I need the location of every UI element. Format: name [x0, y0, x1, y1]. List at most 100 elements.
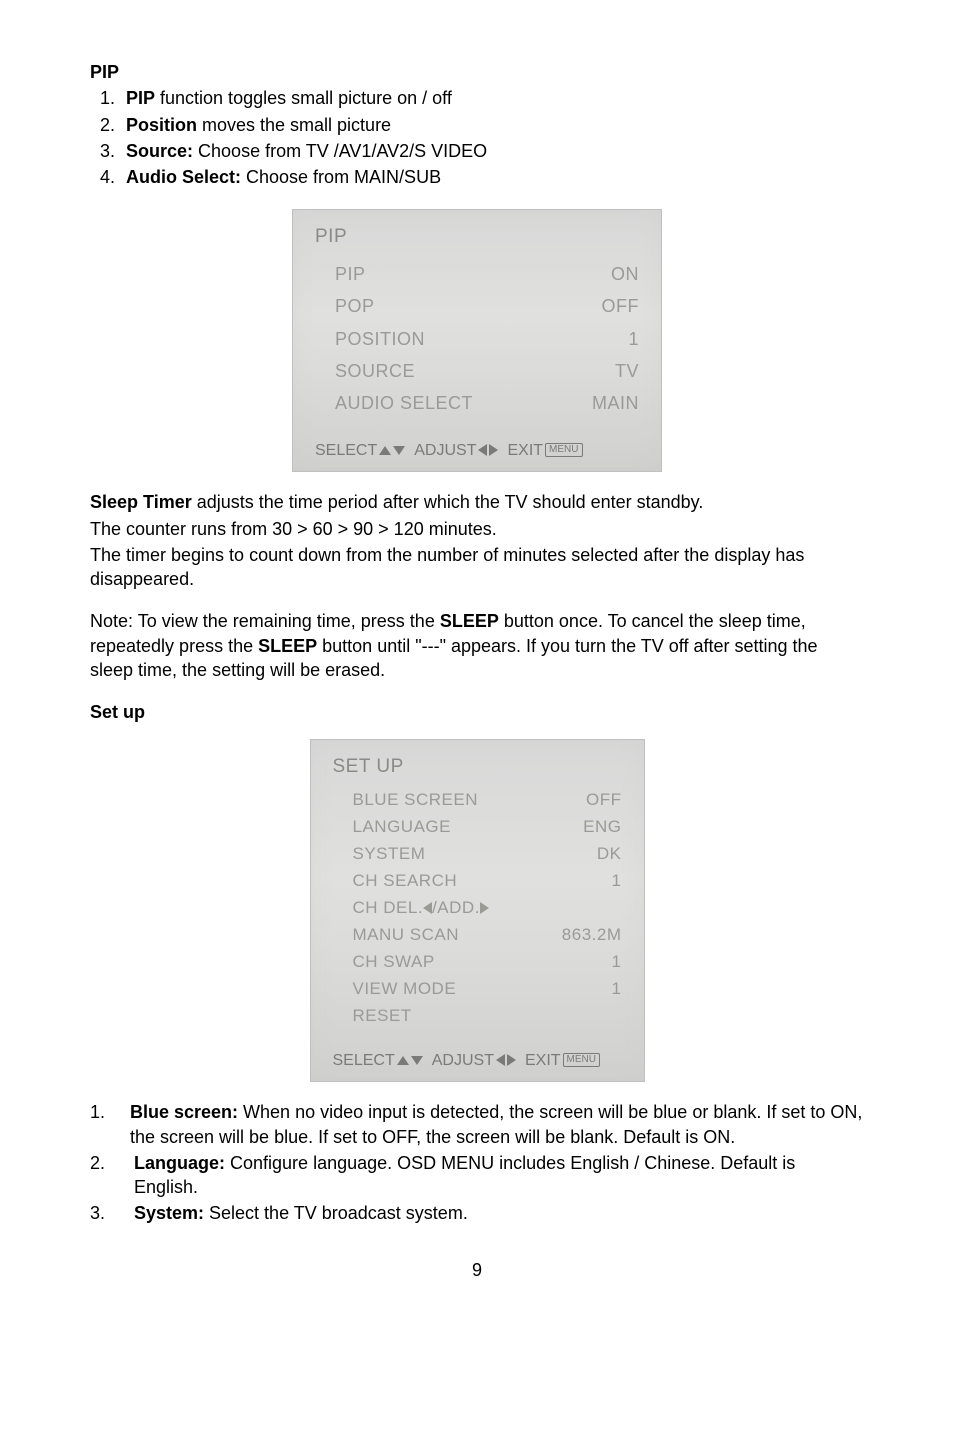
osd-value: OFF — [602, 294, 640, 318]
pip-heading: PIP — [90, 60, 864, 84]
triangle-up-icon — [397, 1056, 409, 1065]
triangle-right-icon — [507, 1054, 516, 1066]
item-content: System: Select the TV broadcast system. — [120, 1201, 864, 1225]
item-bold: PIP — [126, 88, 155, 108]
osd-value: ENG — [583, 816, 621, 839]
osd-row-chdel: CH DEL./ADD. — [333, 895, 622, 922]
item-rest: Choose from MAIN/SUB — [241, 167, 441, 187]
osd-title: PIP — [315, 224, 639, 250]
triangle-down-icon — [411, 1056, 423, 1065]
item-content: PIP function toggles small picture on / … — [126, 86, 864, 110]
triangle-left-icon — [423, 902, 432, 914]
list-item: 3. System: Select the TV broadcast syste… — [90, 1201, 864, 1225]
osd-footer: SELECT ADJUST EXITMENU — [333, 1046, 622, 1072]
menu-badge-icon: MENU — [563, 1053, 600, 1067]
osd-row: LANGUAGE ENG — [333, 814, 622, 841]
item-bold: Audio Select: — [126, 167, 241, 187]
note-bold: SLEEP — [440, 611, 499, 631]
osd-label: PIP — [335, 262, 366, 286]
osd-label: SYSTEM — [353, 843, 426, 866]
item-rest: moves the small picture — [197, 115, 391, 135]
note-text: Note: To view the remaining time, press … — [90, 611, 440, 631]
osd-footer: SELECT ADJUST EXITMENU — [315, 436, 639, 462]
osd-label: LANGUAGE — [353, 816, 451, 839]
osd-label: CH DEL./ADD. — [353, 897, 489, 920]
osd-row: POP OFF — [315, 290, 639, 322]
footer-adjust: ADJUST — [414, 440, 476, 462]
osd-row: AUDIO SELECTMAIN — [315, 387, 639, 419]
item-bold: System: — [134, 1203, 204, 1223]
item-content: Source: Choose from TV /AV1/AV2/S VIDEO — [126, 139, 864, 163]
sleep-timer-block: Sleep Timer adjusts the time period afte… — [90, 490, 864, 591]
osd-value: OFF — [586, 789, 622, 812]
item-num: 2. — [100, 113, 126, 137]
item-content: Blue screen: When no video input is dete… — [120, 1100, 864, 1149]
osd-row: POSITION 1 — [315, 323, 639, 355]
item-num: 4. — [100, 165, 126, 189]
footer-select: SELECT — [315, 440, 377, 462]
item-num: 3. — [90, 1201, 120, 1225]
osd-value: TV — [615, 359, 639, 383]
osd-title: SET UP — [333, 754, 622, 780]
osd-label: AUDIO SELECT — [335, 391, 473, 415]
footer-exit: EXIT — [507, 440, 543, 462]
triangle-down-icon — [393, 446, 405, 455]
setup-description-list: 1. Blue screen: When no video input is d… — [90, 1100, 864, 1225]
triangle-left-icon — [478, 444, 487, 456]
pip-osd-menu: PIP PIP ON POP OFF POSITION 1 SOURCETV AUDI… — [292, 209, 662, 472]
osd-row: SYSTEM DK — [333, 841, 622, 868]
osd-value: 863.2M — [562, 924, 622, 947]
sleep-timer-rest: adjusts the time period after which the … — [192, 492, 704, 512]
item-num: 2. — [90, 1151, 120, 1200]
item-bold: Position — [126, 115, 197, 135]
osd-row: MANU SCAN 863.2M — [333, 922, 622, 949]
item-rest: Configure language. OSD MENU includes En… — [134, 1153, 795, 1197]
osd-value: 1 — [612, 951, 622, 974]
menu-badge-icon: MENU — [545, 443, 582, 457]
osd-label: CH SEARCH — [353, 870, 458, 893]
sleep-timer-note: Note: To view the remaining time, press … — [90, 609, 864, 682]
item-num: 3. — [100, 139, 126, 163]
item-bold: Language: — [134, 1153, 225, 1173]
osd-value: 1 — [628, 327, 639, 351]
pip-description-list: 1. PIP function toggles small picture on… — [100, 86, 864, 189]
item-content: Position moves the small picture — [126, 113, 864, 137]
note-bold: SLEEP — [258, 636, 317, 656]
osd-row: SOURCETV — [315, 355, 639, 387]
osd-row: BLUE SCREENOFF — [333, 787, 622, 814]
osd-label: POP — [335, 294, 375, 318]
item-rest: Select the TV broadcast system. — [204, 1203, 468, 1223]
list-item: 3. Source: Choose from TV /AV1/AV2/S VID… — [100, 139, 864, 163]
osd-row: CH SWAP 1 — [333, 949, 622, 976]
item-bold: Blue screen: — [130, 1102, 238, 1122]
triangle-left-icon — [496, 1054, 505, 1066]
triangle-right-icon — [489, 444, 498, 456]
osd-row: RESET — [333, 1003, 622, 1030]
footer-exit: EXIT — [525, 1050, 561, 1072]
footer-adjust: ADJUST — [432, 1050, 494, 1072]
sleep-timer-p1: Sleep Timer adjusts the time period afte… — [90, 490, 864, 514]
osd-row: VIEW MODE1 — [333, 976, 622, 1003]
osd-label: MANU SCAN — [353, 924, 460, 947]
list-item: 4. Audio Select: Choose from MAIN/SUB — [100, 165, 864, 189]
osd-label: CH SWAP — [353, 951, 435, 974]
sleep-timer-p3: The timer begins to count down from the … — [90, 543, 864, 592]
footer-select: SELECT — [333, 1050, 395, 1072]
osd-value: DK — [597, 843, 622, 866]
osd-row: PIP ON — [315, 258, 639, 290]
item-rest: When no video input is detected, the scr… — [130, 1102, 862, 1146]
item-content: Audio Select: Choose from MAIN/SUB — [126, 165, 864, 189]
osd-label: POSITION — [335, 327, 425, 351]
item-num: 1. — [90, 1100, 120, 1149]
sleep-timer-p2: The counter runs from 30 > 60 > 90 > 120… — [90, 517, 864, 541]
osd-row: CH SEARCH1 — [333, 868, 622, 895]
list-item: 2. Language: Configure language. OSD MEN… — [90, 1151, 864, 1200]
page-number: 9 — [90, 1258, 864, 1282]
item-num: 1. — [100, 86, 126, 110]
item-bold: Source: — [126, 141, 193, 161]
setup-heading: Set up — [90, 700, 864, 724]
osd-value: ON — [611, 262, 639, 286]
setup-osd-menu: SET UP BLUE SCREENOFF LANGUAGE ENG SYSTEM… — [310, 739, 645, 1083]
osd-value: 1 — [612, 978, 622, 1001]
triangle-up-icon — [379, 446, 391, 455]
